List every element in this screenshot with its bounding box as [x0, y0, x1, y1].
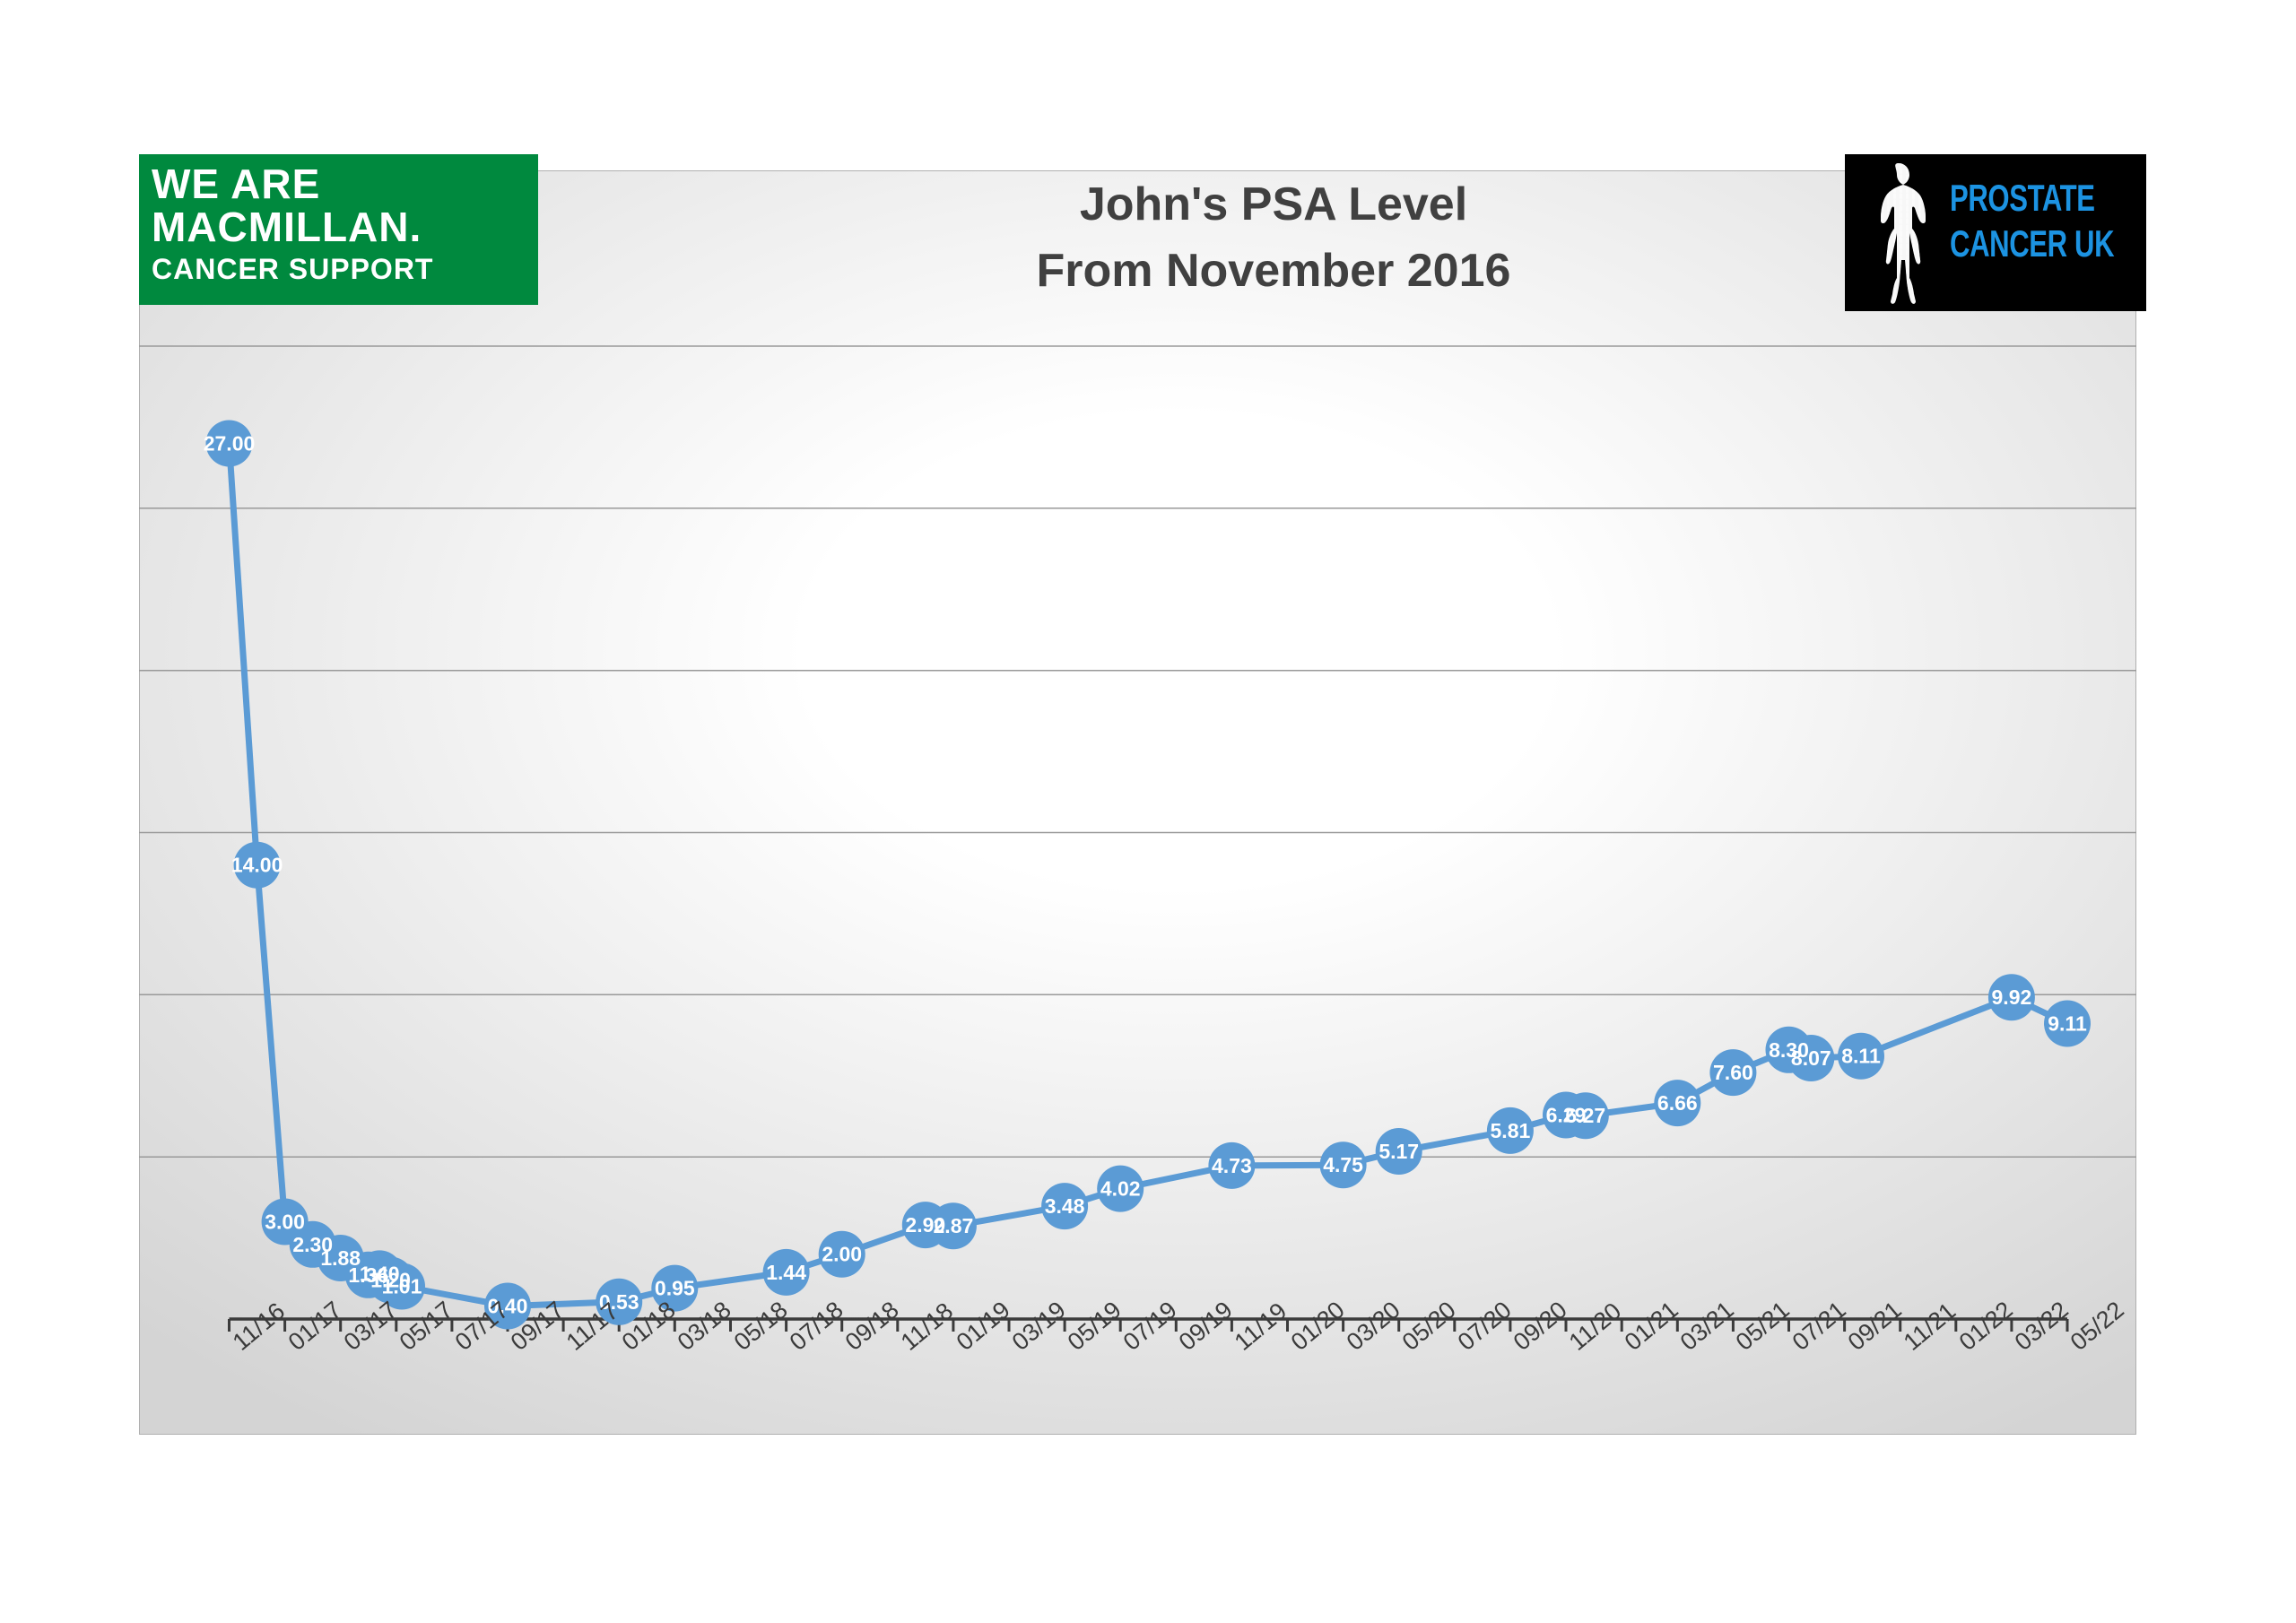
svg-text:4.75: 4.75	[1323, 1153, 1363, 1176]
svg-text:2.87: 2.87	[934, 1214, 974, 1237]
svg-text:14.00: 14.00	[231, 854, 283, 877]
svg-text:1.01: 1.01	[382, 1275, 422, 1298]
svg-text:0.95: 0.95	[655, 1277, 695, 1300]
svg-text:5.17: 5.17	[1378, 1140, 1419, 1163]
svg-text:4.73: 4.73	[1212, 1154, 1252, 1177]
svg-text:3.00: 3.00	[265, 1211, 305, 1234]
svg-text:9.11: 9.11	[2048, 1012, 2087, 1036]
svg-text:4.02: 4.02	[1100, 1177, 1141, 1201]
svg-text:7.60: 7.60	[1713, 1061, 1753, 1084]
svg-text:5.81: 5.81	[1491, 1119, 1531, 1142]
svg-text:27.00: 27.00	[204, 432, 256, 456]
svg-text:8.11: 8.11	[1841, 1045, 1881, 1068]
svg-text:2.00: 2.00	[822, 1243, 862, 1266]
svg-text:6.66: 6.66	[1657, 1091, 1698, 1115]
svg-text:3.48: 3.48	[1045, 1194, 1085, 1218]
svg-text:1.44: 1.44	[766, 1261, 806, 1284]
svg-text:6.27: 6.27	[1565, 1104, 1605, 1127]
svg-text:8.07: 8.07	[1791, 1046, 1831, 1070]
svg-text:9.92: 9.92	[1992, 985, 2032, 1009]
